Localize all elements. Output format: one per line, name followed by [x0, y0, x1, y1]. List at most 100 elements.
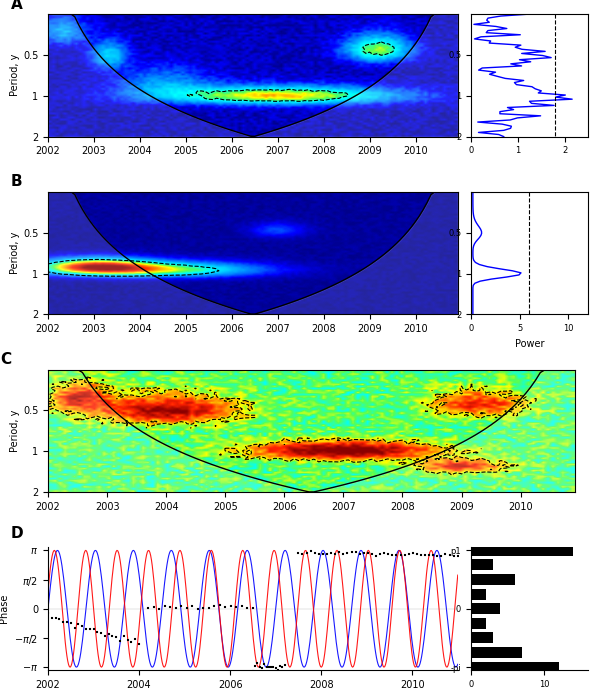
- Point: [269, 662, 278, 673]
- Point: [232, 602, 241, 613]
- Point: [51, 613, 61, 624]
- Point: [166, 602, 175, 613]
- Point: [143, 602, 153, 614]
- Point: [302, 547, 311, 558]
- Point: [376, 548, 385, 559]
- Point: [298, 549, 307, 560]
- Point: [58, 617, 68, 628]
- X-axis label: Power: Power: [515, 339, 544, 349]
- Point: [215, 600, 224, 611]
- Point: [371, 550, 381, 561]
- Point: [262, 661, 271, 672]
- Point: [367, 549, 377, 560]
- Point: [85, 624, 95, 635]
- Point: [92, 626, 102, 637]
- Point: [43, 607, 53, 618]
- Point: [266, 661, 276, 672]
- Point: [237, 601, 247, 612]
- Text: C: C: [1, 352, 12, 367]
- Bar: [471, 545, 574, 556]
- Text: A: A: [11, 0, 23, 11]
- Point: [104, 628, 113, 639]
- Point: [424, 550, 434, 561]
- Point: [383, 549, 393, 560]
- Point: [176, 600, 186, 611]
- Point: [70, 622, 79, 633]
- Bar: [471, 574, 515, 585]
- Point: [259, 658, 269, 669]
- Bar: [471, 647, 522, 658]
- Y-axis label: Phase: Phase: [0, 594, 8, 623]
- Point: [355, 548, 364, 559]
- Point: [400, 549, 409, 560]
- Point: [363, 547, 373, 558]
- Point: [253, 658, 262, 669]
- Point: [343, 548, 352, 559]
- Point: [130, 634, 140, 645]
- Point: [248, 603, 257, 614]
- Point: [193, 603, 203, 614]
- Point: [62, 616, 72, 628]
- Point: [271, 662, 280, 674]
- Point: [293, 547, 303, 558]
- Point: [338, 548, 348, 559]
- Point: [359, 548, 368, 559]
- Point: [334, 547, 344, 558]
- Point: [280, 660, 290, 671]
- Point: [388, 550, 397, 561]
- Point: [404, 548, 413, 559]
- Bar: [471, 603, 500, 614]
- Point: [310, 547, 320, 558]
- Point: [250, 661, 260, 672]
- Point: [134, 639, 144, 650]
- Point: [322, 548, 332, 559]
- Point: [248, 665, 257, 676]
- Point: [453, 551, 463, 562]
- Point: [115, 635, 125, 646]
- Point: [326, 548, 336, 559]
- Point: [408, 548, 418, 559]
- Point: [278, 662, 287, 673]
- Point: [416, 549, 426, 560]
- Point: [331, 549, 340, 560]
- Point: [428, 550, 438, 561]
- Point: [182, 603, 191, 614]
- Point: [396, 549, 406, 560]
- Point: [149, 602, 158, 613]
- Point: [97, 628, 106, 639]
- Y-axis label: Period, y: Period, y: [10, 410, 20, 452]
- Point: [273, 664, 283, 676]
- Point: [449, 551, 458, 562]
- Point: [275, 660, 285, 671]
- Point: [379, 548, 389, 559]
- Text: D: D: [11, 526, 24, 542]
- Point: [100, 631, 110, 642]
- Point: [187, 601, 197, 612]
- Point: [47, 613, 56, 624]
- Bar: [471, 618, 485, 629]
- Point: [392, 549, 401, 560]
- Point: [112, 631, 121, 642]
- Point: [77, 620, 87, 631]
- Point: [351, 547, 361, 558]
- Point: [314, 548, 323, 559]
- Point: [160, 600, 169, 611]
- Point: [209, 600, 219, 611]
- Point: [154, 604, 164, 615]
- Point: [199, 602, 208, 613]
- Bar: [471, 588, 485, 600]
- Point: [55, 614, 64, 625]
- Point: [66, 618, 76, 629]
- Y-axis label: Period, y: Period, y: [10, 54, 20, 96]
- Text: B: B: [11, 174, 23, 189]
- Point: [221, 602, 230, 613]
- Point: [412, 549, 422, 560]
- Point: [226, 600, 236, 611]
- Bar: [471, 559, 493, 570]
- Point: [107, 630, 117, 641]
- Bar: [471, 632, 493, 644]
- Point: [204, 602, 214, 614]
- Point: [437, 550, 446, 561]
- Point: [440, 548, 450, 559]
- Point: [257, 662, 267, 674]
